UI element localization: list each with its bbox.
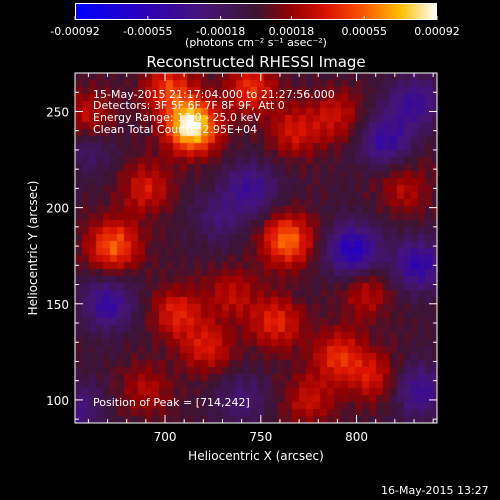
y-axis-label: Heliocentric Y (arcsec) (26, 180, 40, 316)
x-tick-label: 750 (249, 430, 272, 444)
time-range-annotation: 15-May-2015 21:17:04.000 to 21:27:56.000 (93, 88, 335, 101)
chart-title: Reconstructed RHESSI Image (146, 53, 366, 71)
colorbar-tick-label: 0.00092 (414, 25, 460, 38)
colorbar-tick-label: 0.00018 (269, 25, 315, 38)
x-axis-label: Heliocentric X (arcsec) (188, 449, 324, 463)
peak-position-annotation: Position of Peak = [714,242] (93, 396, 250, 409)
y-tick-label: 150 (46, 298, 69, 312)
clean-annotation: Clean Total Counts: 2.95E+04 (93, 123, 258, 136)
colorbar-ticks: -0.00092 -0.00055 -0.00018 0.00018 0.00055 0.… (50, 16, 460, 38)
colorbar-tick-label: -0.00018 (196, 25, 245, 38)
footer-timestamp: 16-May-2015 13:27 (381, 484, 489, 497)
colorbar-tick-label: 0.00055 (341, 25, 387, 38)
detectors-annotation: Detectors: 3F 5F 6F 7F 8F 9F, Att 0 (93, 99, 285, 112)
energy-annotation: Energy Range: 12.0 - 25.0 keV (93, 111, 261, 124)
y-tick-label: 100 (46, 394, 69, 408)
y-tick-label: 200 (46, 202, 69, 216)
colorbar-tick-label: -0.00055 (123, 25, 172, 38)
x-tick-label: 700 (154, 430, 177, 444)
colorbar-units-label: (photons cm⁻² s⁻¹ asec⁻²) (185, 36, 327, 49)
colorbar-tick-label: -0.00092 (50, 25, 99, 38)
x-tick-label: 800 (345, 430, 368, 444)
colorbar (75, 3, 437, 20)
y-tick-label: 250 (46, 105, 69, 119)
